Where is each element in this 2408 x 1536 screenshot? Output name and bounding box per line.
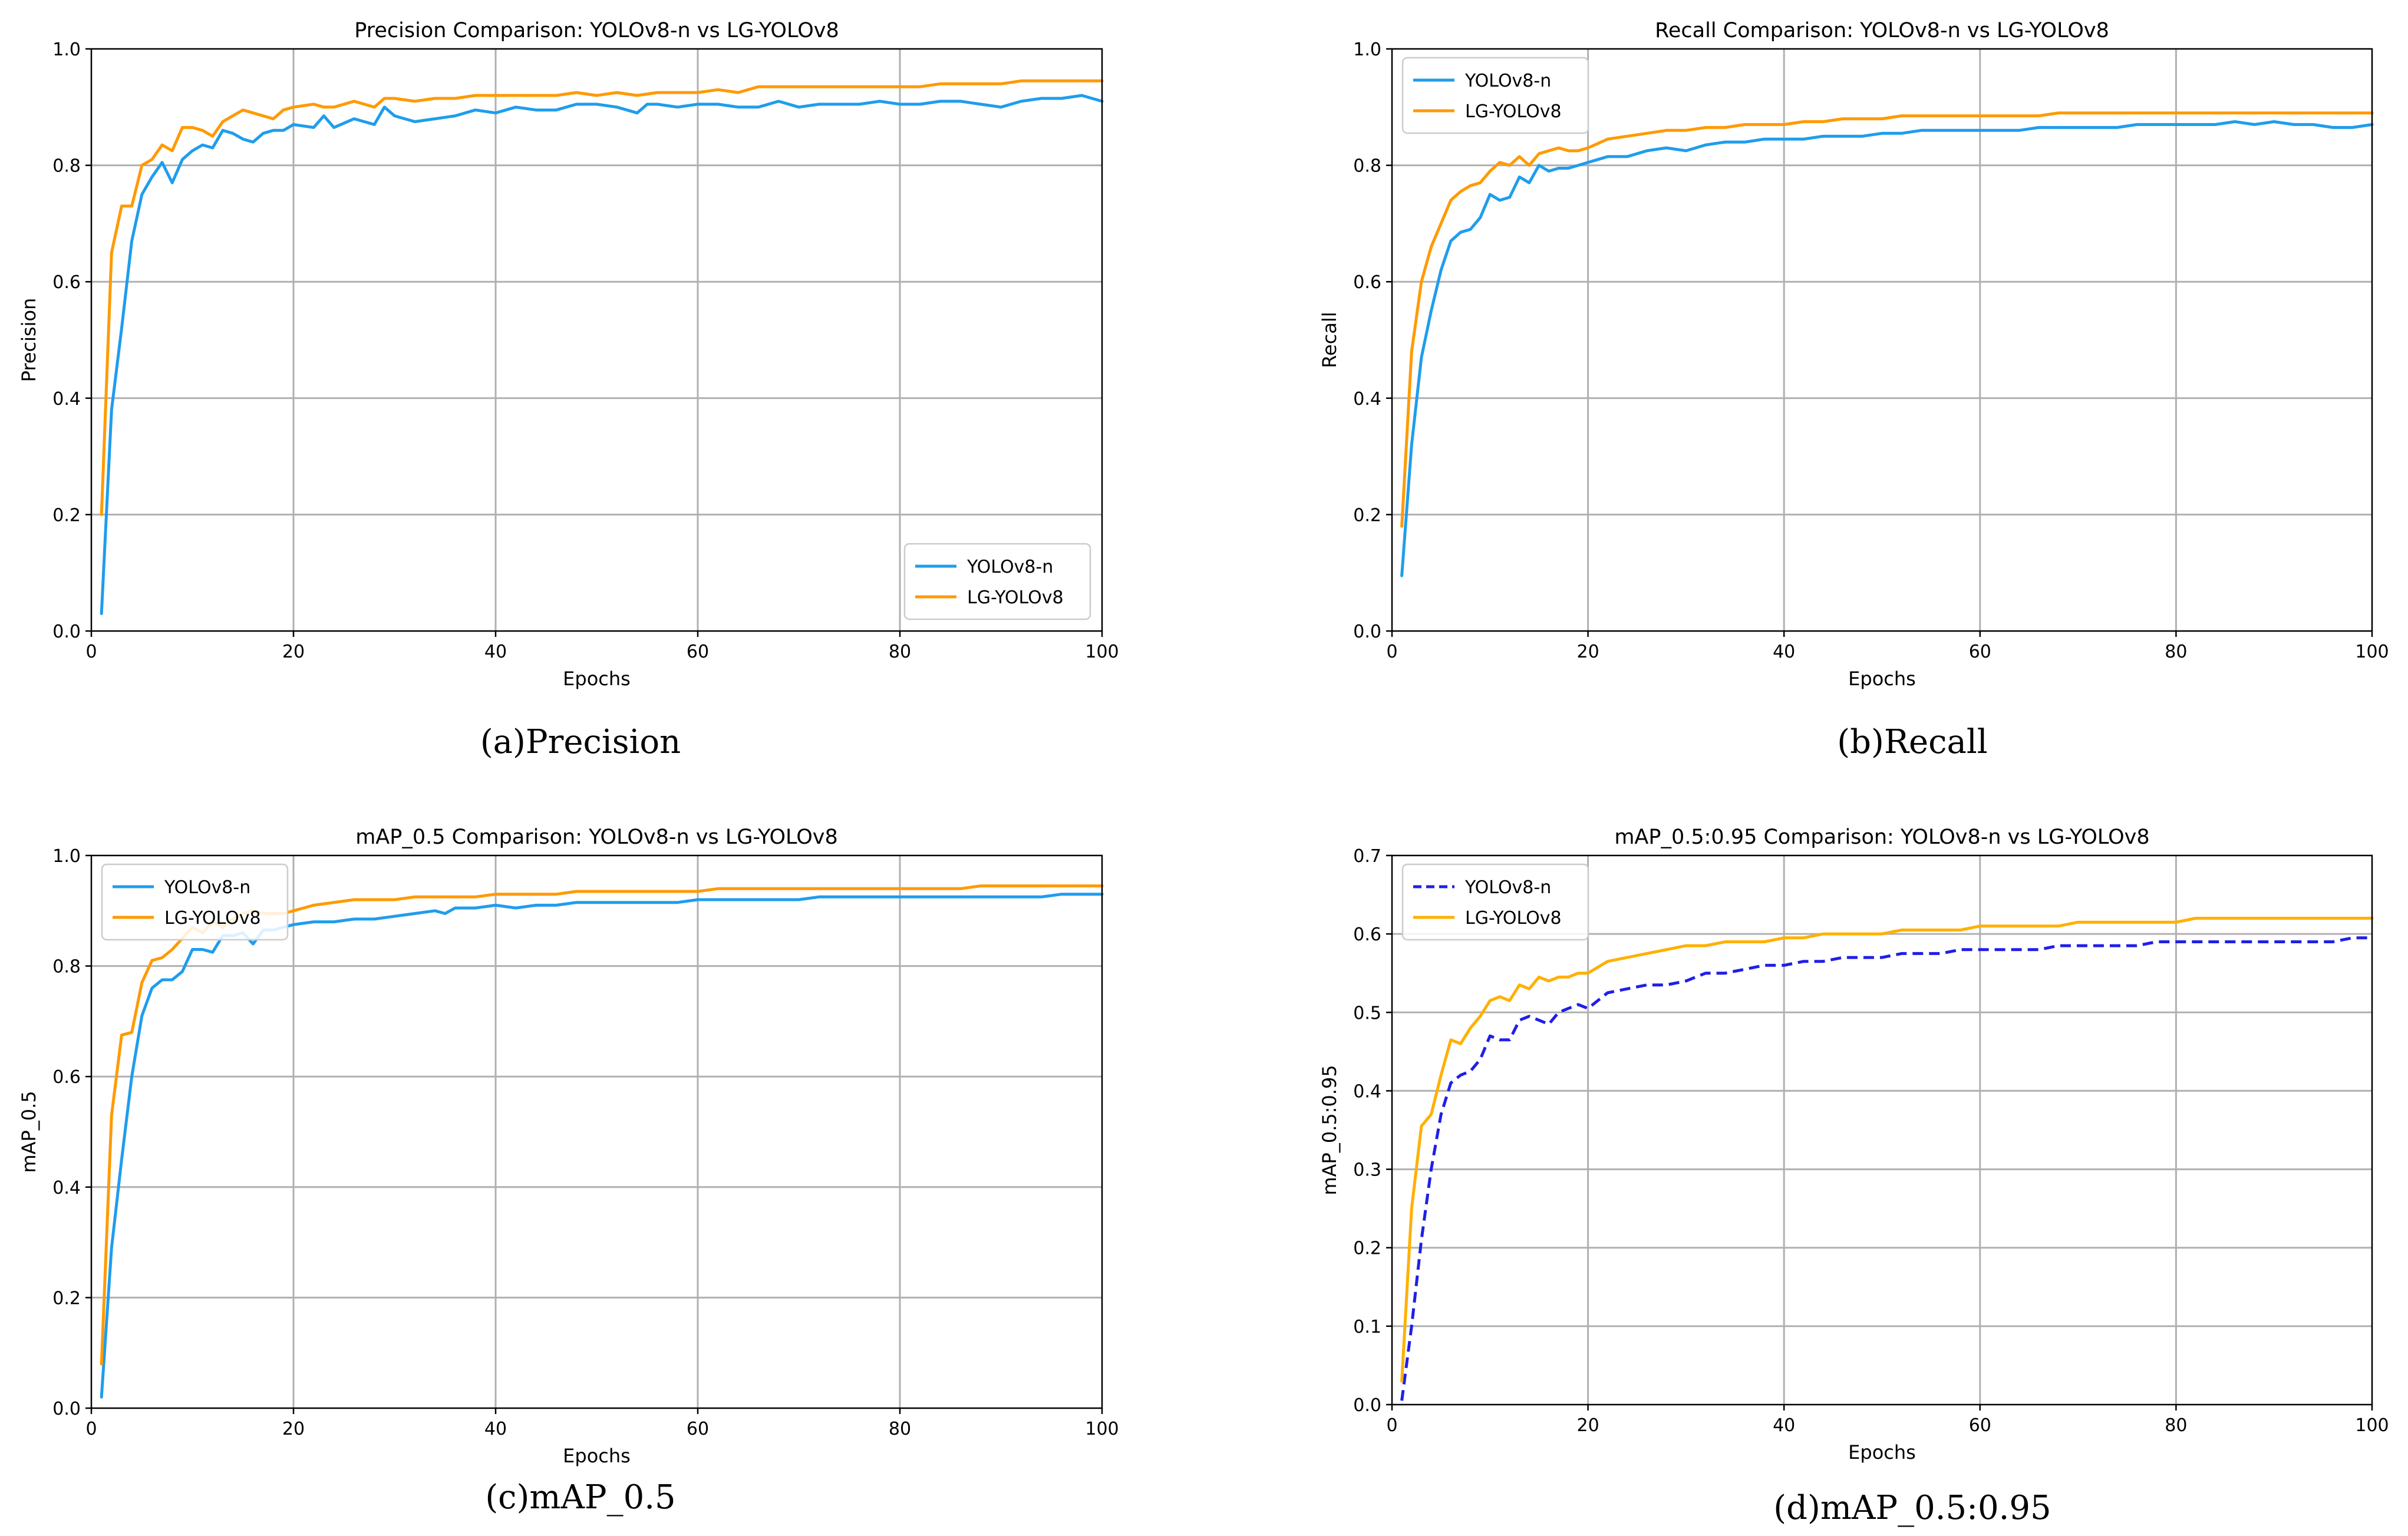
chart-title: Precision Comparison: YOLOv8-n vs LG-YOL…: [354, 19, 839, 42]
x-tick-label: 40: [484, 1419, 507, 1439]
x-tick-label: 60: [687, 642, 709, 662]
x-tick-label: 60: [1969, 1415, 1991, 1436]
legend-box: [101, 863, 289, 941]
legend-label: YOLOv8-n: [164, 877, 250, 898]
y-axis-label: Precision: [18, 298, 40, 382]
x-tick-label: 80: [889, 642, 911, 662]
legend-label: LG-YOLOv8: [1465, 908, 1562, 929]
x-tick-label: 100: [2355, 1415, 2389, 1436]
x-axis-label: Epochs: [563, 1445, 631, 1467]
y-tick-label: 0.6: [1353, 924, 1381, 945]
x-tick-label: 40: [484, 642, 507, 662]
series-line-yolov8-n: [1400, 936, 2372, 1401]
x-tick-label: 40: [1773, 642, 1795, 662]
y-tick-label: 0.5: [1353, 1003, 1381, 1023]
series-line-yolov8-n: [100, 94, 1104, 615]
y-axis-label: mAP_0.5: [18, 1091, 40, 1172]
y-tick-label: 0.0: [1353, 622, 1381, 642]
y-tick-label: 1.0: [52, 846, 81, 867]
x-axis-label: Epochs: [1848, 668, 1916, 690]
chart-title: mAP_0.5 Comparison: YOLOv8-n vs LG-YOLOv…: [355, 825, 838, 849]
y-tick-label: 0.0: [52, 1399, 81, 1419]
series-line-lg-yolov8: [1400, 917, 2374, 1383]
y-tick-label: 0.8: [52, 957, 81, 977]
y-tick-label: 0.4: [1353, 389, 1381, 409]
x-tick-label: 80: [889, 1419, 911, 1439]
legend-box: [903, 543, 1091, 620]
legend: YOLOv8-n LG-YOLOv8: [1401, 863, 1589, 941]
legend-label: YOLOv8-n: [1464, 71, 1551, 91]
legend: YOLOv8-n LG-YOLOv8: [903, 543, 1091, 620]
y-tick-label: 0.2: [1353, 505, 1381, 526]
caption-a: (a)Precision: [480, 723, 681, 761]
plot-frame: [1391, 48, 2373, 632]
legend-label: YOLOv8-n: [967, 557, 1053, 577]
series-line-yolov8-n: [1400, 120, 2374, 577]
chart-2: 0 20 40 60 80 100 0.0 0.2 0.4 0.6 0.8 1.0 Recall Com…: [1318, 19, 2389, 690]
y-tick-label: 0.2: [52, 1288, 81, 1309]
x-tick-label: 0: [1386, 1415, 1397, 1436]
legend: YOLOv8-n LG-YOLOv8: [1401, 57, 1589, 134]
y-tick-label: 0.6: [1353, 272, 1381, 293]
caption-c: (c)mAP_0.5: [485, 1478, 675, 1517]
x-tick-label: 20: [1577, 1415, 1599, 1436]
series-line-lg-yolov8: [1400, 111, 2374, 528]
legend-label: LG-YOLOv8: [967, 587, 1064, 608]
y-tick-label: 0.7: [1353, 846, 1381, 867]
y-tick-label: 0.0: [52, 622, 81, 642]
y-tick-label: 0.2: [52, 505, 81, 526]
x-axis-label: Epochs: [563, 668, 631, 690]
series-line-lg-yolov8: [100, 79, 1104, 516]
y-tick-label: 0.4: [52, 389, 81, 409]
legend-label: LG-YOLOv8: [164, 908, 261, 929]
legend-label: YOLOv8-n: [1464, 877, 1551, 898]
y-tick-label: 0.4: [52, 1178, 81, 1198]
x-tick-label: 20: [1577, 642, 1599, 662]
x-tick-label: 60: [1969, 642, 1991, 662]
y-axis-label: Recall: [1318, 312, 1341, 368]
chart-3: 0 20 40 60 80 100 0.0 0.2 0.4 0.6 0.8 1.0 mAP_0.5 Co…: [18, 825, 1119, 1467]
y-tick-label: 0.6: [52, 1067, 81, 1088]
x-tick-label: 40: [1773, 1415, 1795, 1436]
chart-title: mAP_0.5:0.95 Comparison: YOLOv8-n vs LG-…: [1614, 825, 2149, 849]
y-tick-label: 0.1: [1353, 1317, 1381, 1337]
y-tick-label: 0.2: [1353, 1238, 1381, 1259]
x-tick-label: 80: [2165, 1415, 2187, 1436]
chart-4: 0 20 40 60 80 100 0.0 0.1 0.2 0.3 0.4 0.5 0.6 0.7 mAP_…: [1318, 825, 2389, 1464]
y-tick-label: 1.0: [1353, 39, 1381, 60]
x-tick-label: 20: [282, 1419, 305, 1439]
x-tick-label: 100: [2355, 642, 2389, 662]
x-tick-label: 100: [1085, 642, 1119, 662]
y-tick-label: 0.6: [52, 272, 81, 293]
y-tick-label: 1.0: [52, 39, 81, 60]
chart-1: 0 20 40 60 80 100 0.0 0.2 0.4 0.6 0.8 1.0 Precision …: [18, 19, 1119, 690]
plot-frame: [1391, 854, 2373, 1406]
y-tick-label: 0.8: [1353, 156, 1381, 177]
y-tick-label: 0.8: [52, 156, 81, 177]
plot-frame: [90, 48, 1103, 632]
y-tick-label: 0.0: [1353, 1395, 1381, 1416]
y-tick-label: 0.3: [1353, 1160, 1381, 1181]
x-tick-label: 80: [2165, 642, 2187, 662]
x-tick-label: 0: [85, 642, 97, 662]
chart-title: Recall Comparison: YOLOv8-n vs LG-YOLOv8: [1655, 19, 2109, 42]
x-tick-label: 0: [1386, 642, 1397, 662]
caption-b: (b)Recall: [1837, 723, 1987, 761]
legend: YOLOv8-n LG-YOLOv8: [101, 863, 289, 941]
plot-frame: [90, 854, 1103, 1409]
caption-d: (d)mAP_0.5:0.95: [1773, 1489, 2051, 1527]
series-line-yolov8-n: [100, 893, 1104, 1399]
x-tick-label: 0: [85, 1419, 97, 1439]
x-tick-label: 100: [1085, 1419, 1119, 1439]
legend-box: [1401, 57, 1589, 134]
legend-box: [1401, 863, 1589, 941]
legend-label: LG-YOLOv8: [1465, 101, 1562, 122]
x-axis-label: Epochs: [1848, 1441, 1916, 1464]
x-tick-label: 20: [282, 642, 305, 662]
x-tick-label: 60: [687, 1419, 709, 1439]
y-tick-label: 0.4: [1353, 1081, 1381, 1102]
y-axis-label: mAP_0.5:0.95: [1318, 1065, 1341, 1195]
